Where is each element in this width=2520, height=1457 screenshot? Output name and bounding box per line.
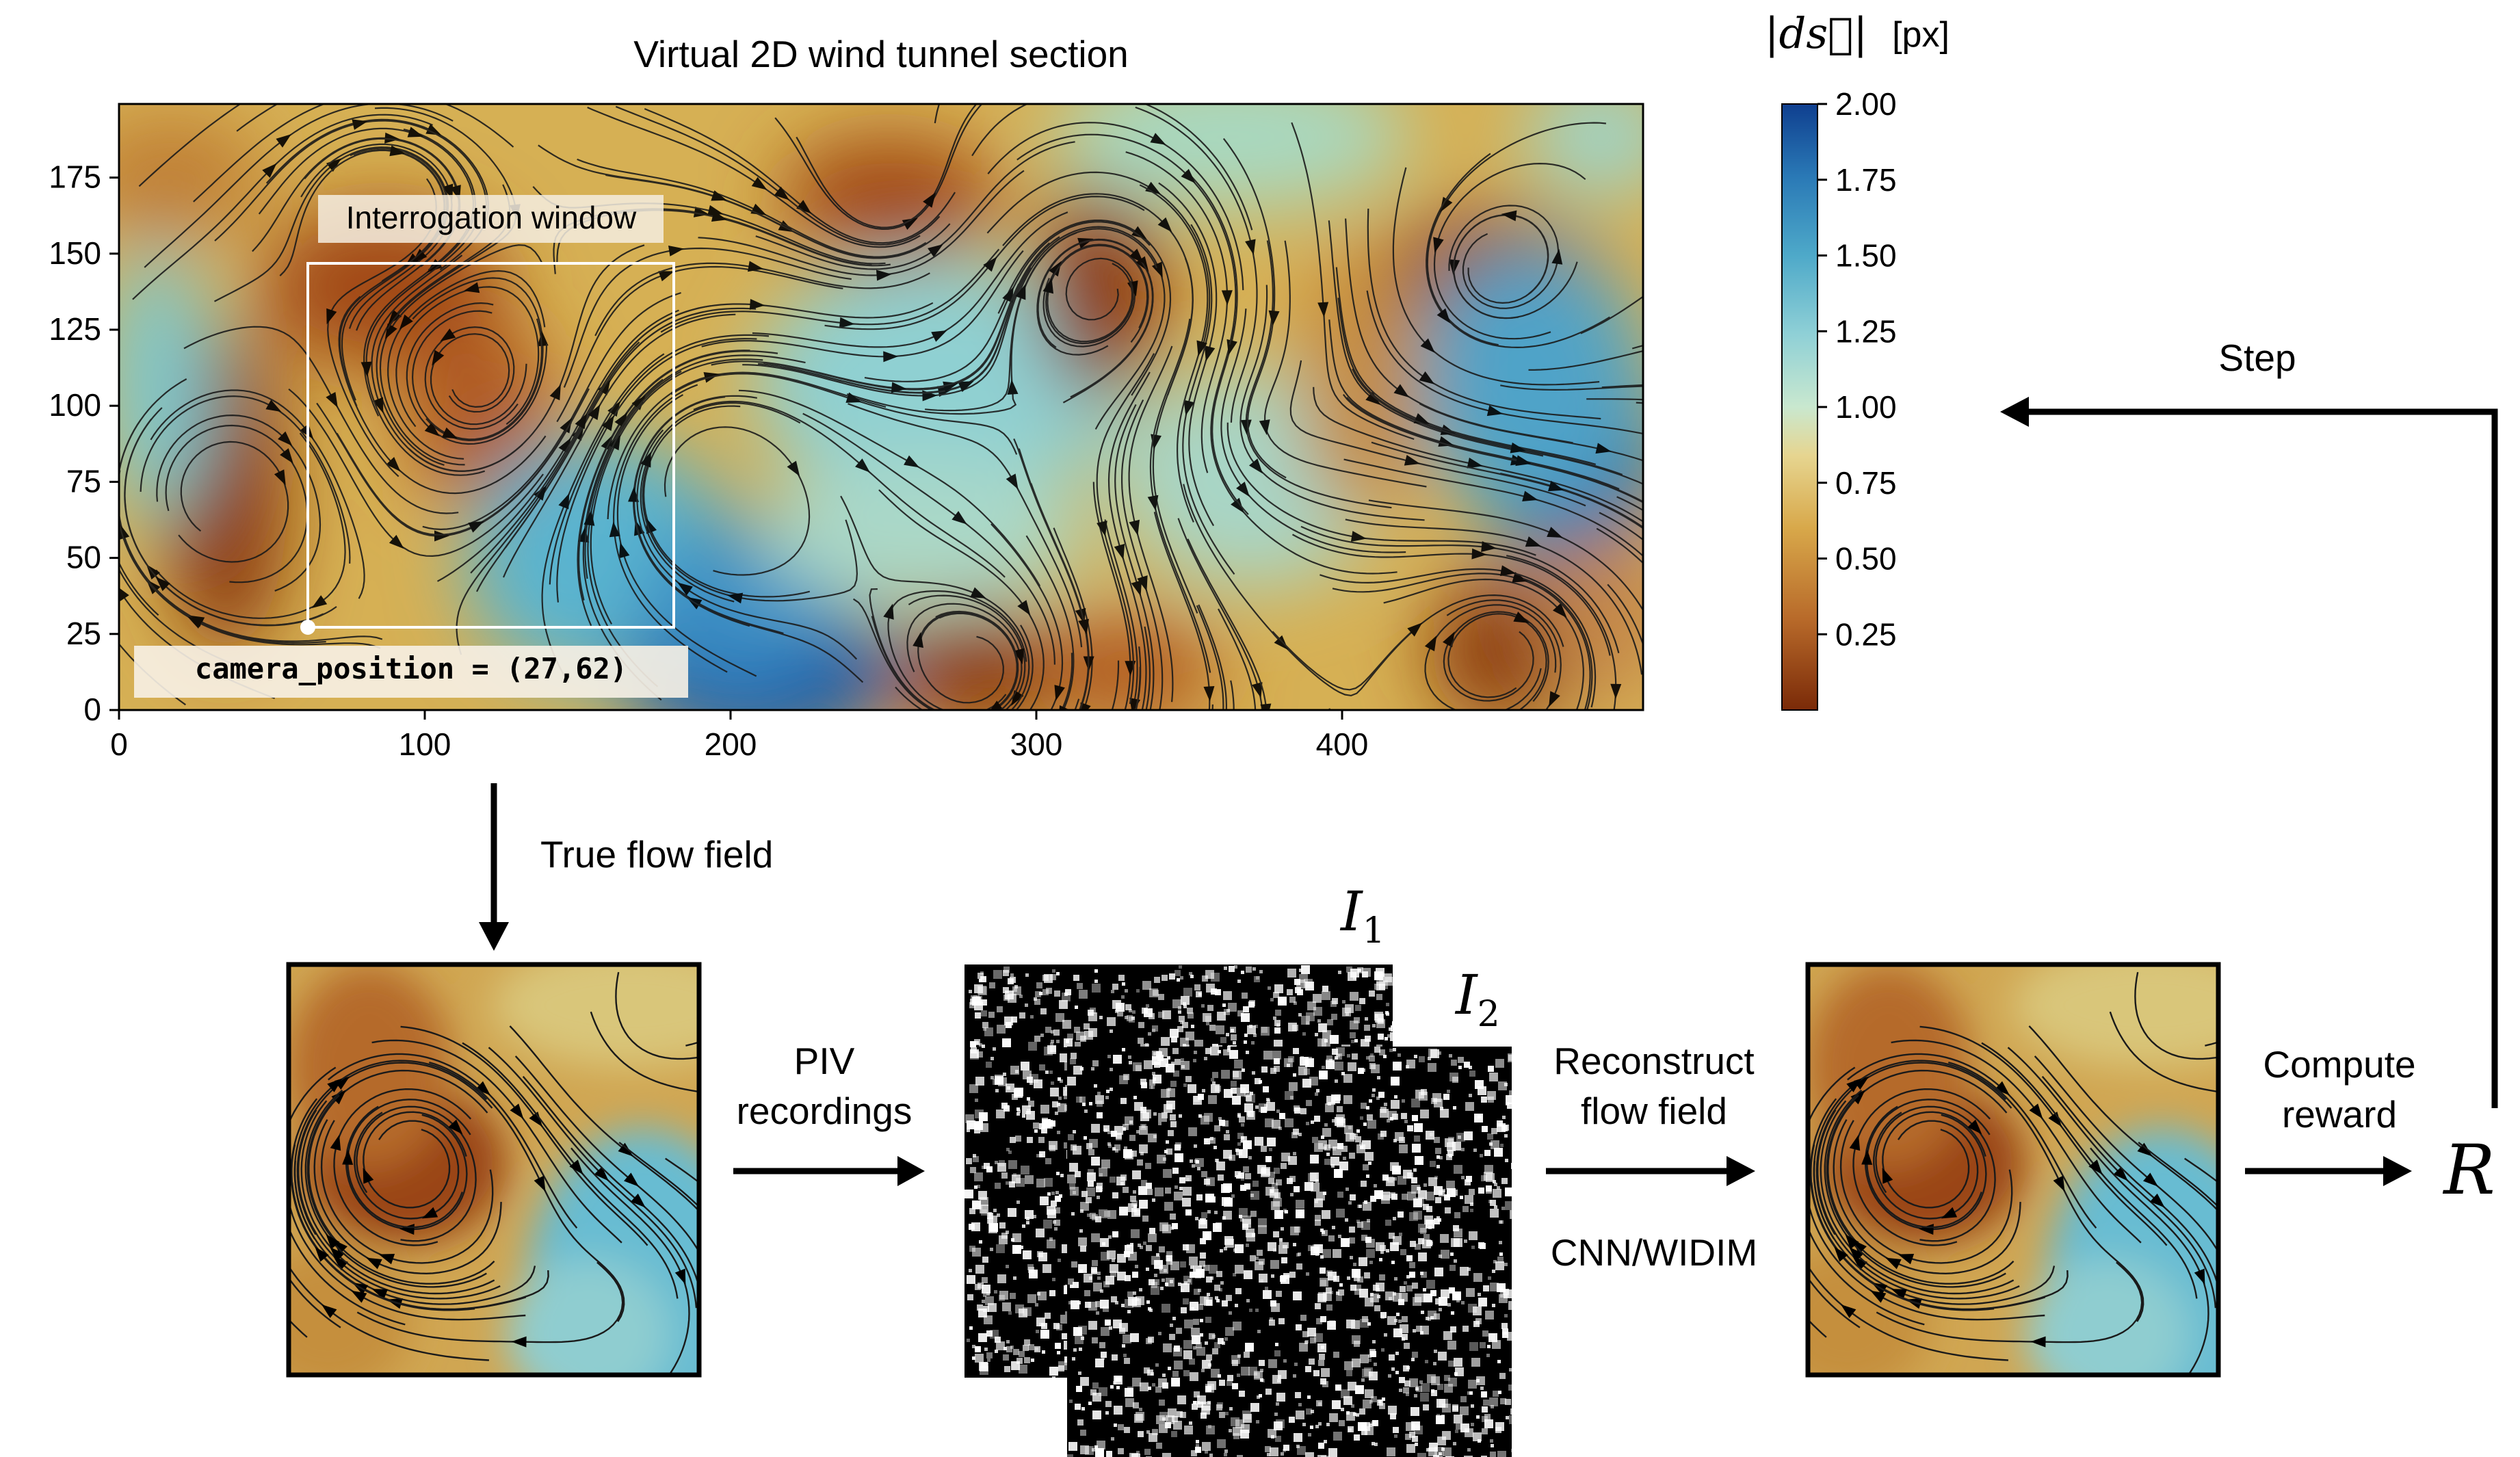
colorbar-gradient [1781,103,1818,711]
camera-position-label: camera_position = (27,62) [195,652,627,685]
compute-label-line2: reward [2282,1093,2397,1136]
interrogation-label-box [318,195,664,243]
y-tick-label: 175 [49,159,101,195]
image-2-label: I2 [1454,963,1500,1035]
colorbar-tick-label: 0.75 [1835,465,1897,501]
piv-image-2 [1067,1047,1512,1457]
reconstructed-flow-field-panel [1805,962,2221,1378]
true-flow-label: True flow field [540,833,773,876]
main-field-plot: Interrogation window camera_position = (… [49,33,1644,762]
step-feedback-arrow [2025,408,2498,1108]
piv-label-line1: PIV [794,1040,855,1082]
true-flow-frame [286,962,702,1378]
colorbar-unit: [px] [1892,15,1950,55]
x-tick-label: 400 [1316,726,1369,762]
colorbar-tick-label: 2.00 [1835,86,1897,122]
reconstruct-label-line2: flow field [1581,1090,1727,1132]
reconstruct-label-line1: Reconstruct [1553,1040,1754,1082]
y-tick-label: 25 [66,616,101,651]
x-tick-label: 300 [1010,726,1063,762]
flow-pipeline: True flow field PIV recordings Reconstru… [479,337,2498,1274]
camera-position-marker [300,620,315,635]
colorbar-tick-label: 1.25 [1835,313,1897,349]
image-1-label: I1 [1339,880,1385,951]
piv-label-line2: recordings [737,1090,913,1132]
y-tick-label: 150 [49,235,101,271]
true-flow-field-panel [286,962,702,1378]
method-label: CNN/WIDIM [1551,1231,1757,1274]
colorbar-tick-label: 0.50 [1835,541,1897,577]
colorbar-tick-label: 0.25 [1835,616,1897,652]
main-plot-frame [118,103,1644,711]
x-tick-label: 0 [110,726,128,762]
y-tick-label: 75 [66,463,101,499]
reward-symbol: R [2442,1130,2495,1210]
y-tick-label: 125 [49,311,101,347]
colorbar-tick-label: 1.00 [1835,389,1897,425]
colorbar: |ds⃗| [px] 2.00 1.75 1.50 1.25 1.00 0.75 0.50 0… [1765,8,1950,711]
y-axis: 0 25 50 75 100 125 150 175 [49,159,119,727]
x-tick-label: 200 [705,726,757,762]
y-tick-label: 100 [49,387,101,423]
camera-label-box [134,646,688,698]
reconstructed-flow-frame [1805,962,2221,1378]
interrogation-label: Interrogation window [346,200,637,235]
x-axis: 0 100 200 300 400 [110,710,1368,762]
colorbar-tick-label: 1.50 [1835,238,1897,274]
main-plot-title: Virtual 2D wind tunnel section [633,33,1129,75]
compute-label-line1: Compute [2263,1043,2415,1086]
y-tick-label: 50 [66,540,101,575]
step-label: Step [2218,337,2296,379]
colorbar-symbol: |ds⃗| [1765,8,1868,58]
x-tick-label: 100 [399,726,451,762]
colorbar-tick-label: 1.75 [1835,162,1897,198]
y-tick-label: 0 [83,692,101,727]
interrogation-window [306,262,675,629]
